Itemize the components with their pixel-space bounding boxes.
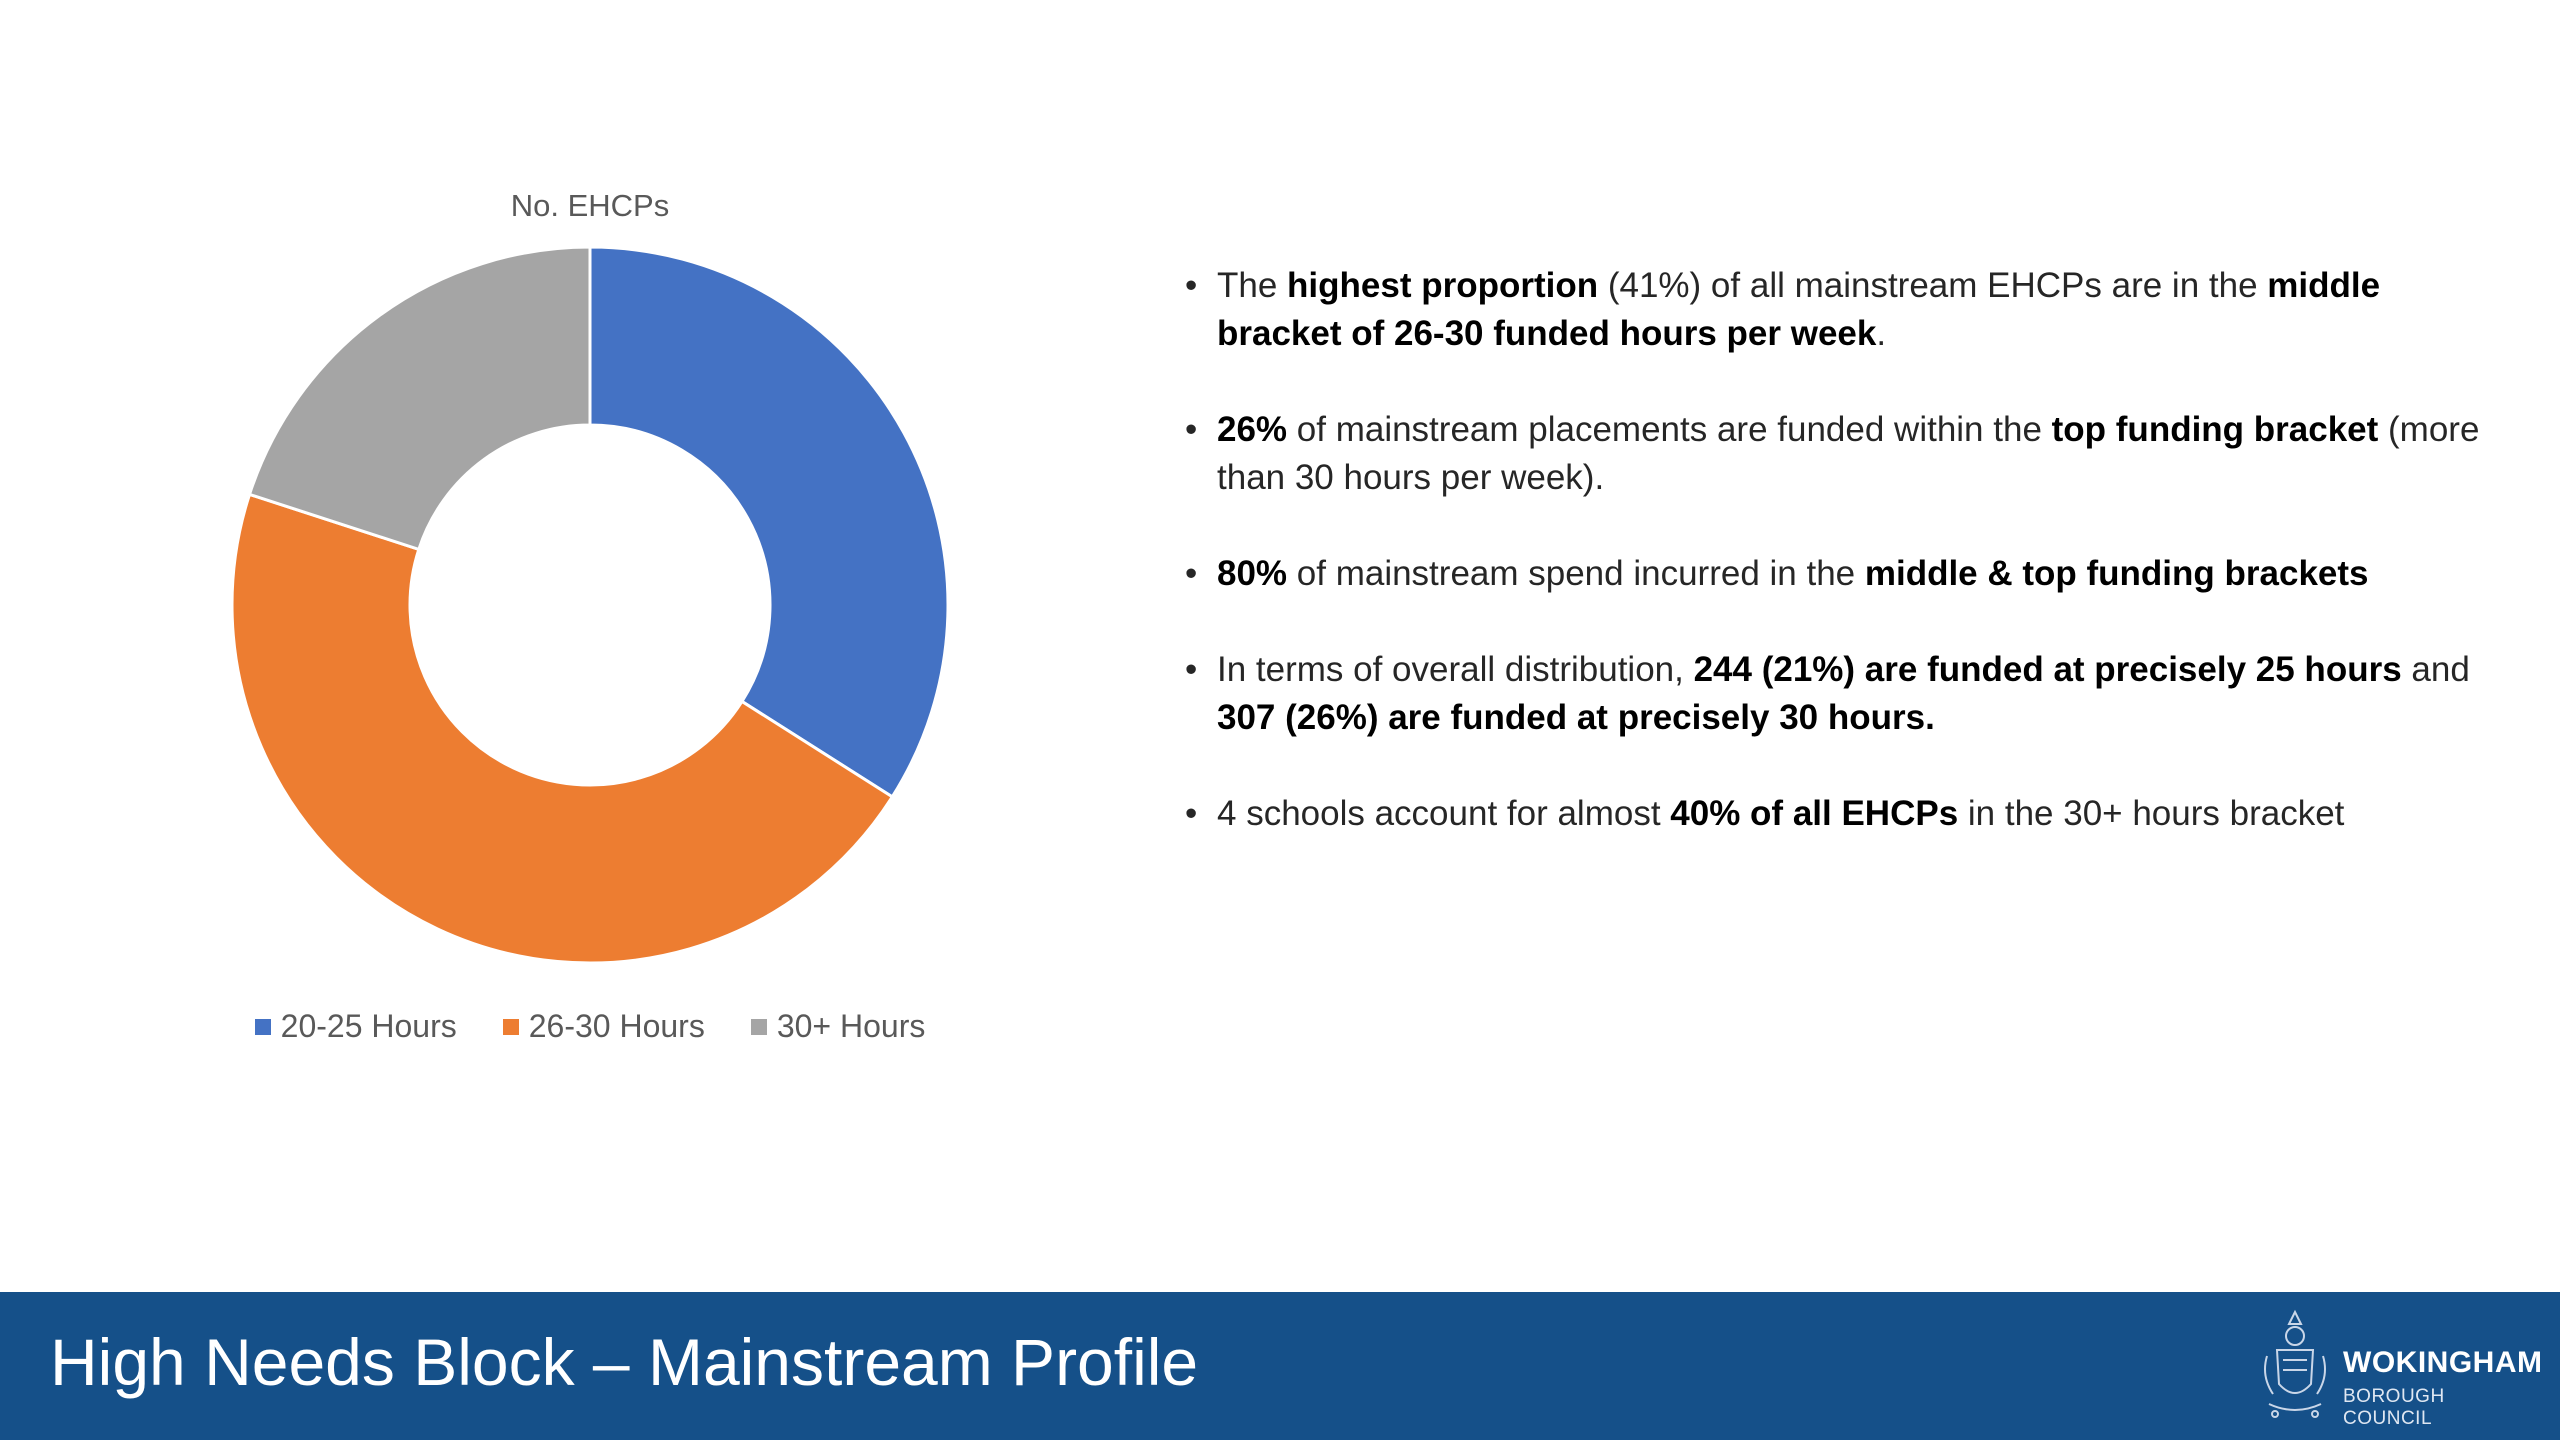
bullet-text: In terms of overall distribution,: [1217, 650, 1694, 689]
bullet-emphasis: 80%: [1217, 554, 1288, 593]
legend-item: 30+ Hours: [750, 1008, 926, 1045]
bullet-text: of mainstream spend incurred in the: [1287, 554, 1865, 593]
donut-slice-20-25-hours: [588, 245, 950, 799]
bullet-text: in the 30+ hours bracket: [1958, 794, 2345, 833]
bullet-text: .: [1876, 314, 1887, 353]
bullet-marker: •: [1185, 266, 1198, 305]
crest-icon: [2264, 1309, 2326, 1418]
bullet-emphasis: 307 (26%) are funded at precisely 30 hou…: [1217, 698, 1935, 737]
bullet-item: • In terms of overall distribution, 244 (…: [1185, 646, 2505, 742]
bullet-emphasis: top funding bracket: [2051, 410, 2379, 449]
chart-title: No. EHCPs: [510, 188, 670, 223]
legend-swatch: [750, 1018, 767, 1035]
council-logo: WOKINGHAM BOROUGH COUNCIL: [2255, 1306, 2542, 1429]
bullet-emphasis: 244 (21%) are funded at precisely 25 hou…: [1693, 650, 2402, 689]
bullet-item: • The highest proportion (41%) of all mai…: [1185, 262, 2505, 358]
bullet-marker: •: [1185, 794, 1198, 833]
legend-label: 26-30 Hours: [528, 1008, 705, 1044]
bullet-marker: •: [1185, 554, 1198, 593]
legend-label: 30+ Hours: [776, 1008, 926, 1044]
bullet-emphasis: middle bracket of 26-30 funded hours per…: [1217, 266, 2381, 353]
legend-swatch: [502, 1018, 519, 1035]
bullet-marker: •: [1185, 650, 1198, 689]
bullet-marker: •: [1185, 410, 1198, 449]
chart-legend: 20-25 Hours 26-30 Hours 30+ Hours: [180, 1008, 1000, 1045]
bullet-emphasis: 40% of all EHCPs: [1670, 794, 1959, 833]
legend-swatch: [254, 1018, 271, 1035]
logo-subtitle: BOROUGH COUNCIL: [2343, 1386, 2445, 1429]
bullet-text: (more than 30 hours per week).: [1217, 410, 2480, 497]
donut-slice-26-30-hours: [230, 492, 895, 965]
logo-name: WOKINGHAM: [2343, 1346, 2543, 1379]
bullet-text: (41%) of all mainstream EHCPs are in the: [1598, 266, 2268, 305]
donut-svg: [230, 245, 950, 965]
bullet-emphasis: highest proportion: [1287, 266, 1599, 305]
bullet-item: • 26% of mainstream placements are funded…: [1185, 406, 2505, 502]
bullet-text: and: [2401, 650, 2470, 689]
legend-item: 26-30 Hours: [502, 1008, 705, 1045]
bullet-text: 4 schools account for almost: [1217, 794, 1671, 833]
bullet-list: • The highest proportion (41%) of all mai…: [1185, 262, 2505, 886]
slide-title: High Needs Block – Mainstream Profile: [50, 1325, 1199, 1399]
bullet-item: • 4 schools account for almost 40% of all…: [1185, 790, 2505, 838]
footer-bar: High Needs Block – Mainstream Profile WO…: [0, 1292, 2560, 1440]
bullet-emphasis: 26%: [1217, 410, 1288, 449]
legend-label: 20-25 Hours: [280, 1008, 457, 1044]
bullet-emphasis: middle & top funding brackets: [1864, 554, 2369, 593]
donut-slice-30-hours: [247, 245, 592, 552]
donut-chart: No. EHCPs 20-25 Hours 26-30 Hours 30+ Hour…: [180, 170, 1000, 1070]
bullet-text: of mainstream placements are funded with…: [1287, 410, 2052, 449]
bullet-text: The: [1217, 266, 1288, 305]
bullet-item: • 80% of mainstream spend incurred in the…: [1185, 550, 2505, 598]
legend-item: 20-25 Hours: [254, 1008, 457, 1045]
